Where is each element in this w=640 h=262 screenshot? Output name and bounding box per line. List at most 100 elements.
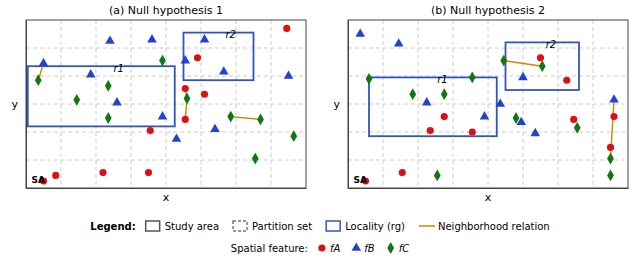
point xyxy=(518,72,528,80)
point xyxy=(284,70,294,78)
point xyxy=(219,66,229,74)
point xyxy=(52,172,59,179)
point xyxy=(609,94,619,102)
point xyxy=(105,35,115,43)
x-label: x xyxy=(485,191,492,204)
point xyxy=(227,111,234,123)
locality xyxy=(369,77,497,136)
point xyxy=(182,85,189,92)
grid-line xyxy=(348,104,628,105)
legend-label: fA xyxy=(330,243,341,254)
locality xyxy=(184,33,254,81)
legend-label: Locality (rg) xyxy=(345,221,405,232)
point xyxy=(441,88,448,100)
point xyxy=(469,128,476,135)
point xyxy=(607,170,614,182)
y-label: y xyxy=(333,98,340,111)
point xyxy=(570,116,577,123)
point xyxy=(366,73,373,85)
title: (b) Null hypothesis 2 xyxy=(431,4,545,17)
point xyxy=(283,25,290,32)
neighborhood-line xyxy=(231,117,261,120)
point xyxy=(210,124,220,132)
point xyxy=(172,133,182,141)
legend-symbol xyxy=(326,221,340,231)
point xyxy=(201,91,208,98)
grid-line xyxy=(26,76,306,77)
point xyxy=(194,54,201,61)
point xyxy=(574,122,581,134)
point xyxy=(290,130,297,142)
point xyxy=(500,55,507,67)
legend-title: Spatial feature: xyxy=(231,243,308,254)
annotation: r2 xyxy=(546,39,556,50)
panel: (a) Null hypothesis 1xyr1r2SA xyxy=(11,4,306,204)
title: (a) Null hypothesis 1 xyxy=(109,4,223,17)
legend-symbol xyxy=(419,225,435,227)
point xyxy=(105,80,112,92)
point xyxy=(394,38,404,46)
point xyxy=(563,77,570,84)
point xyxy=(610,113,617,120)
point xyxy=(607,153,614,165)
corner-label: SA xyxy=(32,175,45,185)
point xyxy=(200,34,210,42)
point xyxy=(99,169,106,176)
grid-line xyxy=(348,160,628,161)
point xyxy=(105,112,112,124)
legend-label: fC xyxy=(399,243,410,254)
legend-label: Study area xyxy=(165,221,219,232)
point xyxy=(158,111,168,119)
point xyxy=(159,55,166,67)
point xyxy=(86,69,96,77)
grid-line xyxy=(26,48,306,49)
point xyxy=(441,113,448,120)
point xyxy=(537,54,544,61)
grid-line xyxy=(26,132,306,133)
point xyxy=(427,127,434,134)
grid-line xyxy=(26,104,306,105)
point xyxy=(180,55,190,63)
point xyxy=(495,98,505,106)
legend-label: fB xyxy=(364,243,375,254)
grid xyxy=(26,20,306,188)
point xyxy=(39,58,49,66)
point xyxy=(480,111,490,119)
point xyxy=(434,170,441,182)
point xyxy=(147,34,157,42)
legend-label: Neighborhood relation xyxy=(438,221,550,232)
marks xyxy=(28,25,297,185)
point xyxy=(184,93,191,105)
legend-symbol xyxy=(387,242,394,254)
y-label: y xyxy=(11,98,18,111)
point xyxy=(252,153,259,165)
point xyxy=(409,88,416,100)
point xyxy=(182,116,189,123)
legend-label: Partition set xyxy=(252,221,312,232)
annotation: r1 xyxy=(114,63,124,74)
figure: (a) Null hypothesis 1 x y r1 r2 SA (b) Null hy… xyxy=(0,0,640,262)
annotation: r2 xyxy=(226,29,236,40)
plot-frame xyxy=(26,20,306,188)
plot-frame xyxy=(348,20,628,188)
point xyxy=(469,72,476,84)
legend: Legend:Study areaPartition setLocality (… xyxy=(90,221,549,232)
legend-symbol xyxy=(146,221,160,231)
grid-line xyxy=(348,132,628,133)
point xyxy=(539,60,546,72)
point xyxy=(530,128,540,136)
legend-symbol xyxy=(351,242,361,250)
point xyxy=(257,114,264,126)
legend-symbol xyxy=(318,244,325,251)
point xyxy=(607,144,614,151)
grid-line xyxy=(348,48,628,49)
legend-symbol xyxy=(233,221,247,231)
neighborhood-line xyxy=(504,61,543,67)
locality xyxy=(506,42,580,90)
point xyxy=(112,97,122,105)
grid-line xyxy=(348,76,628,77)
corner-label: SA xyxy=(354,175,367,185)
grid xyxy=(348,20,628,188)
point xyxy=(145,169,152,176)
point xyxy=(73,94,80,106)
